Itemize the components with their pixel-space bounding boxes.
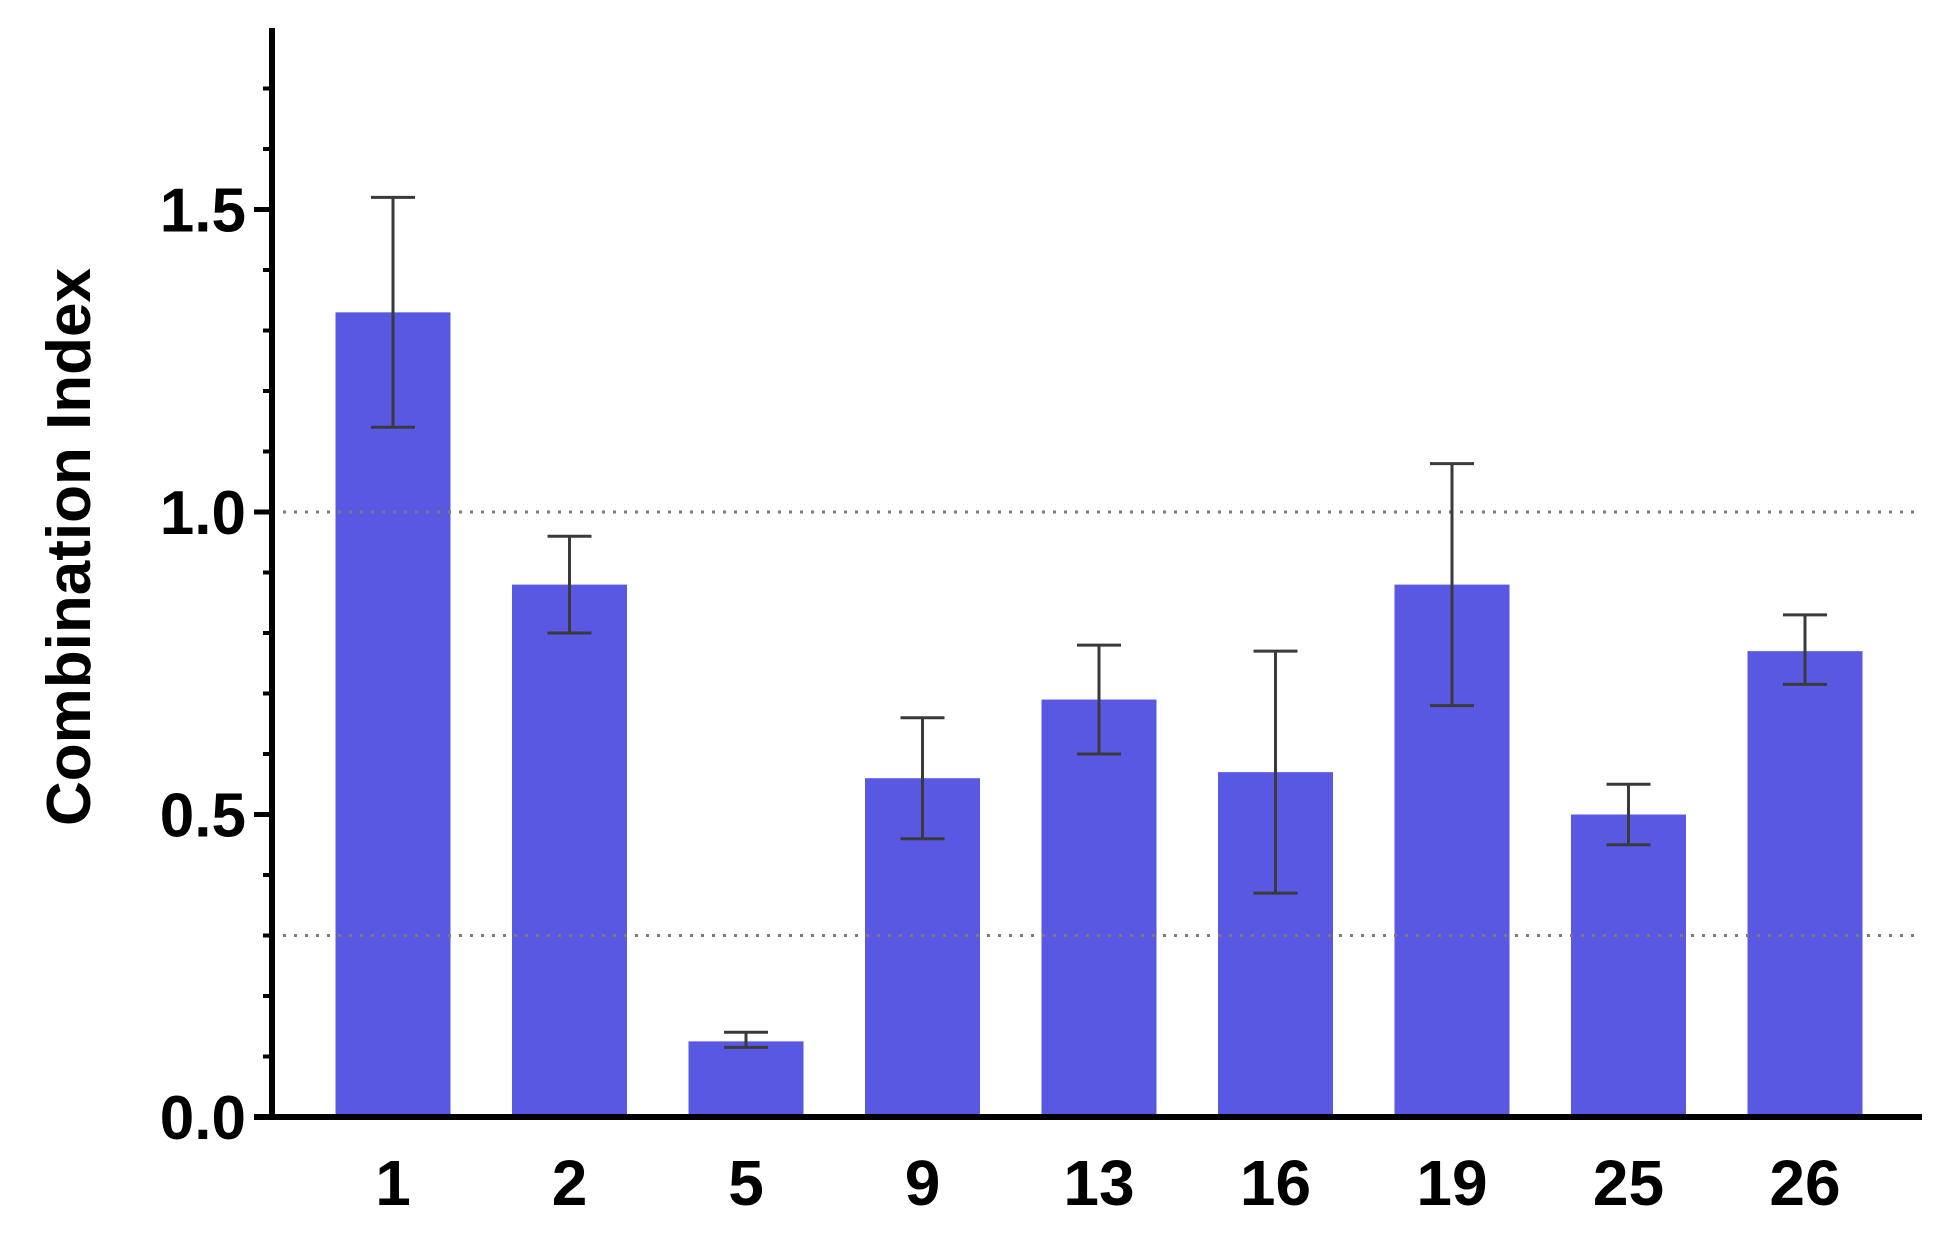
bar-5 xyxy=(688,1041,804,1117)
bar-2 xyxy=(512,584,627,1117)
x-tick-label: 2 xyxy=(552,1147,588,1219)
x-tick-label: 13 xyxy=(1063,1147,1134,1219)
x-tick-label: 26 xyxy=(1769,1147,1840,1219)
y-tick-label: 0.5 xyxy=(160,782,246,851)
x-tick-label: 19 xyxy=(1416,1147,1487,1219)
y-tick-label: 1.0 xyxy=(160,479,246,548)
bar-1 xyxy=(335,312,451,1118)
y-tick-label: 0.0 xyxy=(160,1084,246,1153)
x-tick-label: 9 xyxy=(905,1147,941,1219)
plot-area: 0.00.51.01.51 2 5 9 13 16 19 25 26 xyxy=(160,28,1922,1219)
bar-25 xyxy=(1571,814,1686,1117)
x-tick-label: 16 xyxy=(1240,1147,1311,1219)
y-axis-title: Combination Index xyxy=(35,267,104,826)
bar-26 xyxy=(1747,651,1863,1117)
bar-13 xyxy=(1041,699,1157,1117)
x-tick-label: 1 xyxy=(375,1147,411,1219)
x-tick-label: 25 xyxy=(1593,1147,1664,1219)
x-tick-label: 5 xyxy=(728,1147,764,1219)
y-tick-label: 1.5 xyxy=(160,177,246,246)
